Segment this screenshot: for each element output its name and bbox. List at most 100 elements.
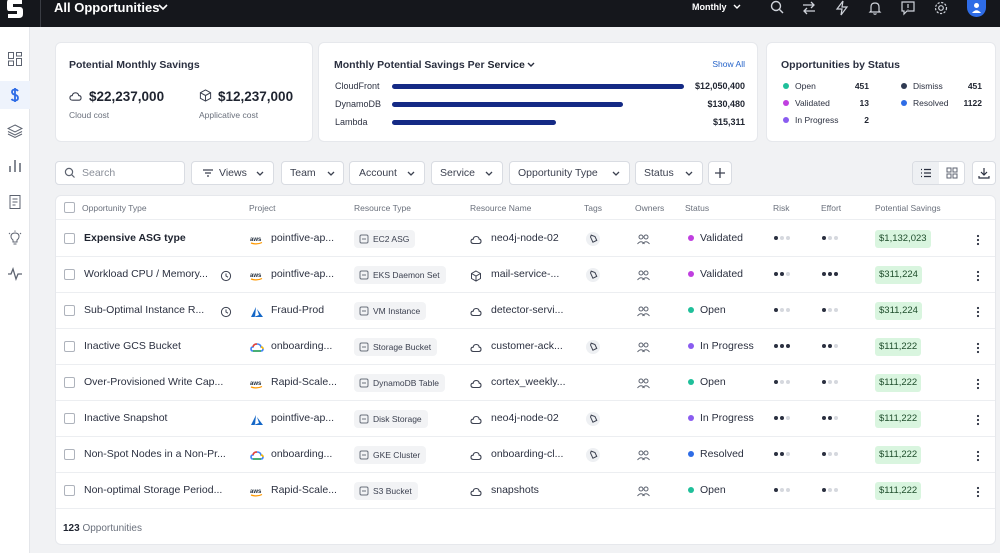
list-view-button[interactable]: [913, 162, 939, 184]
download-button[interactable]: [972, 161, 996, 185]
project-name[interactable]: pointfive-ap...: [271, 268, 335, 280]
gear-icon[interactable]: [933, 0, 949, 16]
status-text[interactable]: Open: [700, 304, 726, 316]
table-row[interactable]: Non-Spot Nodes in a Non-Pr... onboarding.…: [56, 437, 995, 473]
opportunity-type[interactable]: Workload CPU / Memory...: [84, 268, 208, 280]
row-menu-icon[interactable]: [976, 233, 980, 246]
header-effort[interactable]: Effort: [821, 203, 842, 213]
resource-name[interactable]: neo4j-node-02: [491, 232, 559, 244]
chevron-down-icon[interactable]: [526, 60, 536, 70]
search-icon[interactable]: [769, 0, 785, 16]
opportunity-type[interactable]: Inactive Snapshot: [84, 412, 168, 424]
row-menu-icon[interactable]: [976, 305, 980, 318]
team-filter[interactable]: Team: [281, 161, 344, 185]
row-menu-icon[interactable]: [976, 485, 980, 498]
table-row[interactable]: Inactive Snapshot pointfive-ap... Disk Sto…: [56, 401, 995, 437]
user-avatar[interactable]: [967, 0, 986, 17]
row-checkbox[interactable]: [64, 413, 75, 424]
row-menu-icon[interactable]: [976, 413, 980, 426]
chevron-down-icon[interactable]: [157, 1, 169, 13]
resource-name[interactable]: neo4j-node-02: [491, 412, 559, 424]
chevron-down-icon[interactable]: [732, 2, 742, 12]
row-menu-icon[interactable]: [976, 269, 980, 282]
tag-icon[interactable]: [586, 340, 600, 354]
table-row[interactable]: Non-optimal Storage Period... aws Rapid-Sc…: [56, 473, 995, 509]
sidebar-item-dashboard[interactable]: [0, 45, 30, 73]
status-filter[interactable]: Status: [635, 161, 703, 185]
resource-name[interactable]: customer-ack...: [491, 340, 563, 352]
grid-view-button[interactable]: [939, 162, 965, 184]
tag-icon[interactable]: [586, 448, 600, 462]
status-text[interactable]: Validated: [700, 268, 744, 280]
opportunity-type[interactable]: Non-Spot Nodes in a Non-Pr...: [84, 448, 226, 460]
add-filter-button[interactable]: [708, 161, 732, 185]
opportunity-type[interactable]: Over-Provisioned Write Cap...: [84, 376, 224, 388]
bolt-icon[interactable]: [834, 0, 850, 16]
select-all-checkbox[interactable]: [64, 202, 75, 213]
opportunity-type[interactable]: Expensive ASG type: [84, 232, 186, 244]
project-name[interactable]: Fraud-Prod: [271, 304, 325, 316]
opportunity-type[interactable]: Non-optimal Storage Period...: [84, 484, 223, 496]
period-selector[interactable]: Monthly: [692, 2, 727, 12]
status-text[interactable]: Validated: [700, 232, 744, 244]
project-name[interactable]: Rapid-Scale...: [271, 484, 337, 496]
sidebar-item-analytics[interactable]: [0, 152, 30, 180]
header-potential-savings[interactable]: Potential Savings: [875, 203, 941, 213]
sidebar-item-activity[interactable]: [0, 260, 30, 288]
logo-icon[interactable]: [5, 0, 25, 18]
sidebar-item-reports[interactable]: [0, 188, 30, 216]
opportunity-type[interactable]: Inactive GCS Bucket: [84, 340, 181, 352]
row-checkbox[interactable]: [64, 233, 75, 244]
project-name[interactable]: pointfive-ap...: [271, 232, 335, 244]
row-checkbox[interactable]: [64, 377, 75, 388]
header-tags[interactable]: Tags: [584, 203, 602, 213]
header-owners[interactable]: Owners: [635, 203, 665, 213]
tag-icon[interactable]: [586, 268, 600, 282]
row-menu-icon[interactable]: [976, 449, 980, 462]
row-checkbox[interactable]: [64, 269, 75, 280]
header-opportunity-type[interactable]: Opportunity Type: [82, 203, 147, 213]
table-row[interactable]: Sub-Optimal Instance R... Fraud-Prod VM In…: [56, 293, 995, 329]
owners-icon[interactable]: [636, 305, 651, 318]
row-checkbox[interactable]: [64, 485, 75, 496]
owners-icon[interactable]: [636, 233, 651, 246]
service-filter[interactable]: Service: [431, 161, 503, 185]
row-menu-icon[interactable]: [976, 341, 980, 354]
bell-icon[interactable]: [867, 0, 883, 16]
table-row[interactable]: Over-Provisioned Write Cap... aws Rapid-Sc…: [56, 365, 995, 401]
owners-icon[interactable]: [636, 449, 651, 462]
chat-icon[interactable]: [900, 0, 916, 16]
status-text[interactable]: In Progress: [700, 340, 754, 352]
header-project[interactable]: Project: [249, 203, 276, 213]
table-row[interactable]: Expensive ASG type aws pointfive-ap... EC2 …: [56, 221, 995, 257]
show-all-link[interactable]: Show All: [712, 59, 745, 69]
group-by-selector[interactable]: Service: [487, 59, 525, 71]
sidebar-item-insights[interactable]: [0, 224, 30, 252]
status-text[interactable]: In Progress: [700, 412, 754, 424]
opportunity-type-filter[interactable]: Opportunity Type: [509, 161, 630, 185]
account-filter[interactable]: Account: [349, 161, 425, 185]
table-row[interactable]: Inactive GCS Bucket onboarding... Storage …: [56, 329, 995, 365]
search-input[interactable]: Search: [55, 161, 185, 185]
owners-icon[interactable]: [636, 341, 651, 354]
table-row[interactable]: Workload CPU / Memory... aws pointfive-ap.…: [56, 257, 995, 293]
header-status[interactable]: Status: [685, 203, 710, 213]
owners-icon[interactable]: [636, 485, 651, 498]
status-text[interactable]: Open: [700, 376, 726, 388]
project-name[interactable]: pointfive-ap...: [271, 412, 335, 424]
header-resource-name[interactable]: Resource Name: [470, 203, 532, 213]
row-checkbox[interactable]: [64, 305, 75, 316]
tag-icon[interactable]: [586, 412, 600, 426]
sidebar-item-savings[interactable]: [0, 81, 30, 109]
row-menu-icon[interactable]: [976, 377, 980, 390]
resource-name[interactable]: onboarding-cl...: [491, 448, 564, 460]
opportunity-type[interactable]: Sub-Optimal Instance R...: [84, 304, 205, 316]
owners-icon[interactable]: [636, 269, 651, 282]
tag-icon[interactable]: [586, 232, 600, 246]
project-name[interactable]: onboarding...: [271, 448, 333, 460]
page-title[interactable]: All Opportunities: [54, 0, 160, 15]
resource-name[interactable]: mail-service-...: [491, 268, 560, 280]
owners-icon[interactable]: [636, 377, 651, 390]
sidebar-item-layers[interactable]: [0, 117, 30, 145]
status-text[interactable]: Open: [700, 484, 726, 496]
